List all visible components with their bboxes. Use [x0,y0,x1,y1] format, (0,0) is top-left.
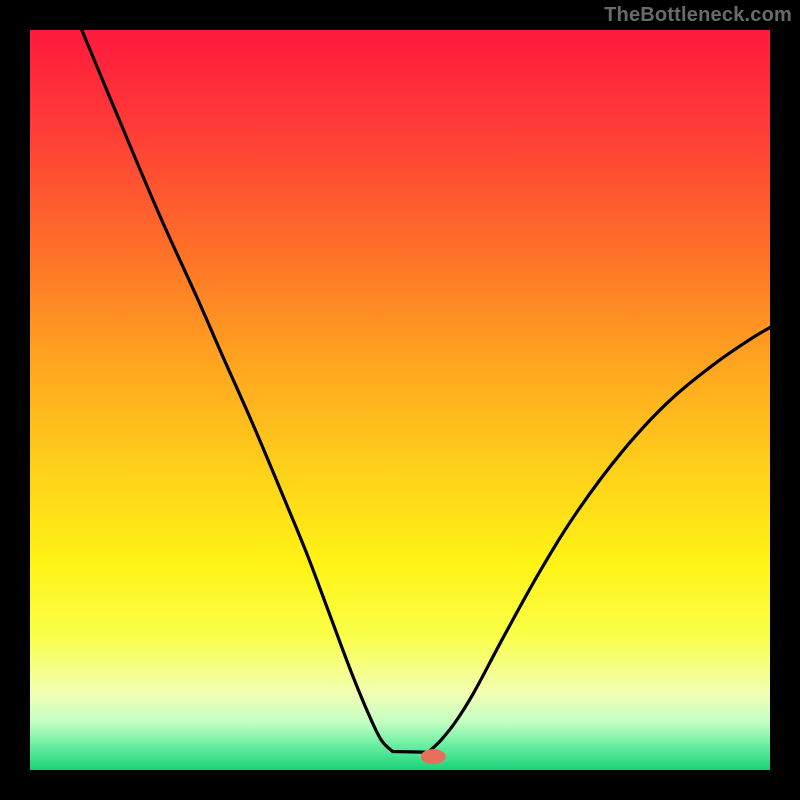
chart-background-gradient [30,30,770,770]
watermark-text: TheBottleneck.com [604,4,792,27]
bottleneck-chart [0,0,800,800]
optimal-point-marker [421,750,445,764]
chart-container: TheBottleneck.com [0,0,800,800]
